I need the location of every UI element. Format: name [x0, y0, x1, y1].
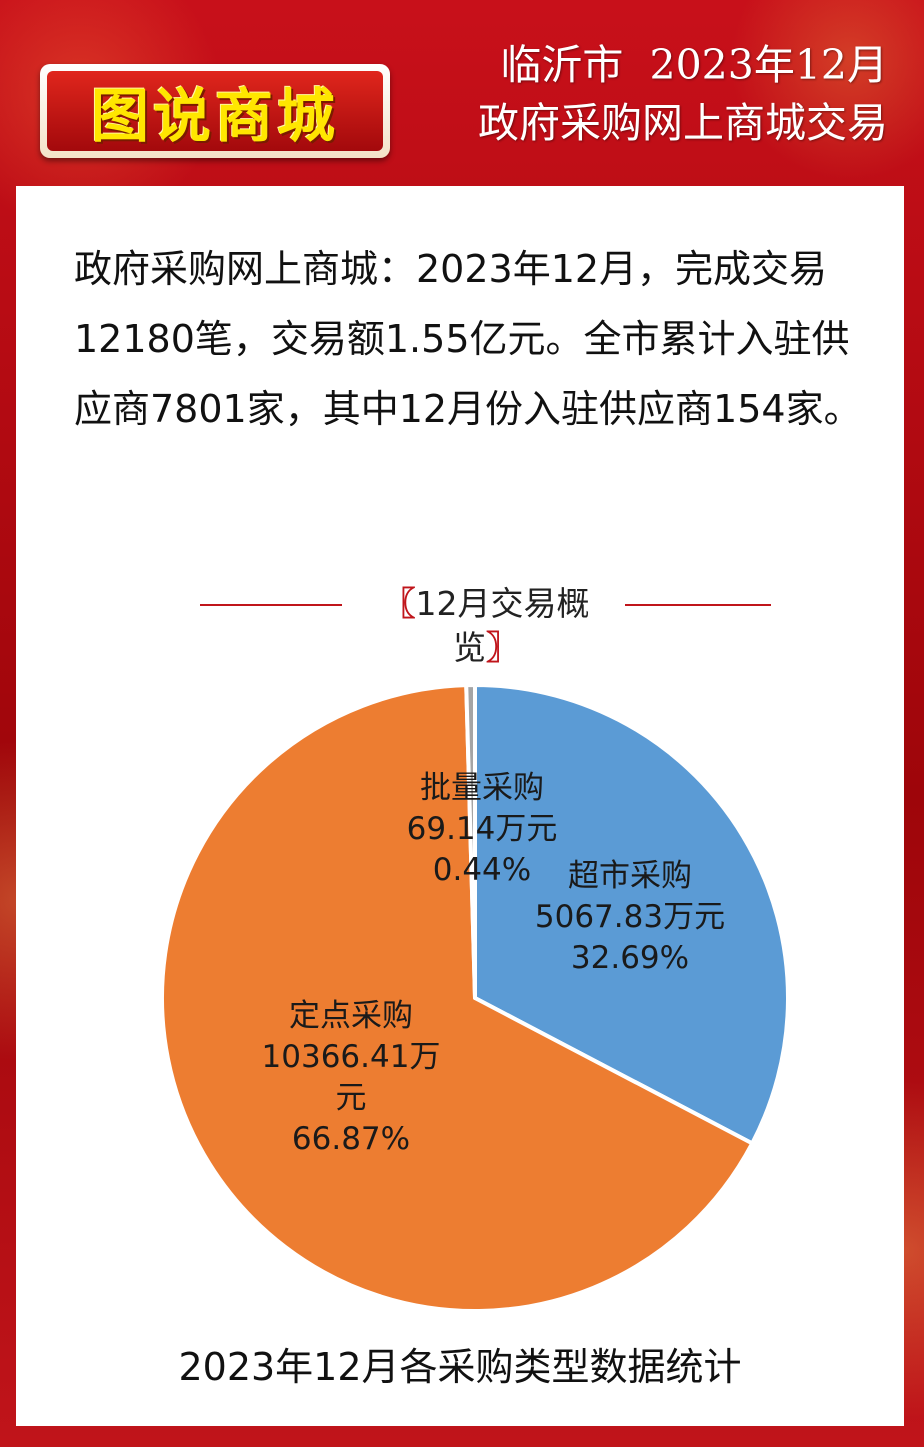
header-title: 临沂市 2023年12月 政府采购网上商城交易	[478, 36, 888, 152]
section-divider-left	[200, 604, 342, 606]
section-title-text: 12月交易概览	[415, 584, 590, 667]
badge-title: 图说商城	[90, 82, 339, 150]
pie-slice-bulk	[464, 683, 477, 1000]
section-bracket-right: 〗	[486, 628, 519, 667]
header-line-city-date: 临沂市 2023年12月	[500, 41, 888, 89]
section-divider-right	[625, 604, 771, 606]
badge-inner: 图说商城	[47, 71, 383, 151]
data-label-bulk: 批量采购 69.14万元 0.44%	[407, 770, 558, 888]
badge: 图说商城	[40, 64, 390, 158]
section-title: 〖12月交易概览〗	[16, 582, 904, 667]
header-line-subject: 政府采购网上商城交易	[478, 99, 888, 147]
content-card: 政府采购网上商城：2023年12月，完成交易12180笔，交易额1.55亿元。全…	[16, 186, 904, 1426]
pie-chart: 超市采购 5067.83万元 32.69% 定点采购 10366.41万元 66.87% 批…	[160, 683, 790, 1313]
intro-paragraph: 政府采购网上商城：2023年12月，完成交易12180笔，交易额1.55亿元。全…	[74, 247, 862, 431]
section-label: 〖12月交易概览〗	[352, 582, 620, 667]
pie-slice-designated	[160, 683, 755, 1313]
section-bracket-left: 〖	[382, 584, 416, 623]
data-label-supermarket: 超市采购 5067.83万元 32.69%	[535, 858, 725, 976]
chart-caption: 2023年12月各采购类型数据统计	[178, 1345, 742, 1389]
data-label-designated: 定点采购 10366.41万元 66.87%	[262, 998, 441, 1157]
pie-slice-supermarket	[473, 683, 790, 1146]
